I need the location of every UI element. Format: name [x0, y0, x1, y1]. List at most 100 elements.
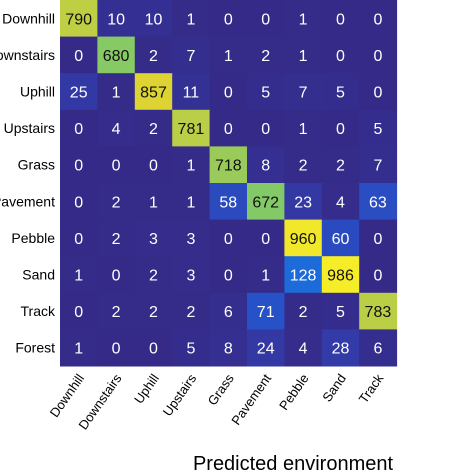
- cell-6-3: [172, 219, 211, 257]
- cell-6-5: [247, 219, 285, 257]
- cell-value-1-3: 7: [186, 48, 195, 65]
- cell-value-6-4: 0: [224, 231, 233, 248]
- matrix-cells: 790 10 10 1 0 0 1 0 00 680 2 7 1 2 1 0 025 1 857 11 0 5 7 5 00 4 2…: [60, 0, 398, 367]
- cell-2-7: [321, 73, 360, 111]
- cell-value-7-5: 1: [261, 268, 270, 285]
- cell-value-4-6: 2: [299, 158, 308, 175]
- cell-value-7-6: 128: [290, 268, 317, 285]
- cell-value-1-7: 0: [336, 48, 345, 65]
- cell-value-0-2: 10: [145, 11, 163, 28]
- cell-value-7-1: 0: [112, 268, 121, 285]
- row-labels: Downhill Downstairs Uphill Upstairs Grass Pav…: [0, 10, 56, 355]
- cell-4-1: [97, 146, 136, 184]
- cell-3-2: [134, 109, 173, 147]
- cell-value-5-6: 23: [294, 194, 312, 211]
- row-label-3: Upstairs: [4, 120, 55, 136]
- cell-value-3-5: 0: [261, 121, 270, 138]
- cell-1-5: [247, 36, 285, 74]
- column-label-4: Grass: [205, 371, 237, 408]
- cell-value-7-8: 0: [373, 268, 382, 285]
- cell-value-4-3: 1: [186, 158, 195, 175]
- cell-7-8: [359, 256, 398, 294]
- cell-0-2: [134, 0, 173, 38]
- cell-value-3-3: 781: [178, 121, 205, 138]
- cell-3-8: [359, 109, 398, 147]
- cell-value-9-5: 24: [257, 341, 275, 358]
- cell-4-0: [60, 146, 98, 184]
- cell-value-8-2: 2: [149, 304, 158, 321]
- cell-value-6-6: 960: [290, 231, 317, 248]
- cell-value-8-7: 5: [336, 304, 345, 321]
- cell-value-5-4: 58: [219, 194, 237, 211]
- cell-9-2: [134, 329, 173, 367]
- cell-value-9-6: 4: [299, 341, 308, 358]
- cell-value-5-2: 1: [149, 194, 158, 211]
- cell-value-3-8: 5: [373, 121, 382, 138]
- column-label-6: Pebble: [276, 371, 312, 413]
- cell-3-1: [97, 109, 136, 147]
- cell-value-1-0: 0: [74, 48, 83, 65]
- cell-value-7-2: 2: [149, 268, 158, 285]
- cell-5-1: [97, 183, 136, 221]
- cell-7-7: [321, 256, 360, 294]
- cell-value-2-6: 7: [299, 85, 308, 102]
- cell-value-7-3: 3: [186, 268, 195, 285]
- cell-0-4: [209, 0, 248, 38]
- row-label-1: Downstairs: [0, 47, 55, 63]
- cell-1-7: [321, 36, 360, 74]
- cell-9-3: [172, 329, 211, 367]
- cell-value-3-6: 1: [299, 121, 308, 138]
- cell-value-3-7: 0: [336, 121, 345, 138]
- cell-1-2: [134, 36, 173, 74]
- cell-5-6: [284, 183, 323, 221]
- cell-value-6-2: 3: [149, 231, 158, 248]
- cell-value-1-4: 1: [224, 48, 233, 65]
- cell-0-1: [97, 0, 136, 38]
- cell-value-6-8: 0: [373, 231, 382, 248]
- cell-value-3-1: 4: [112, 121, 121, 138]
- cell-value-8-6: 2: [299, 304, 308, 321]
- cell-1-1: [97, 36, 136, 74]
- cell-0-8: [359, 0, 398, 38]
- cell-value-2-4: 0: [224, 85, 233, 102]
- cell-value-6-5: 0: [261, 231, 270, 248]
- cell-value-0-1: 10: [107, 11, 125, 28]
- x-axis-label: Predicted environment: [193, 453, 394, 474]
- cell-value-1-1: 680: [103, 48, 130, 65]
- cell-1-6: [284, 36, 323, 74]
- cell-6-8: [359, 219, 398, 257]
- cell-5-8: [359, 183, 398, 221]
- cell-value-9-1: 0: [112, 341, 121, 358]
- cell-value-4-8: 7: [373, 158, 382, 175]
- cell-value-2-1: 1: [112, 85, 121, 102]
- cell-value-9-0: 1: [74, 341, 83, 358]
- cell-value-2-7: 5: [336, 85, 345, 102]
- cell-2-1: [97, 73, 136, 111]
- cell-8-4: [209, 292, 248, 330]
- cell-value-2-5: 5: [261, 85, 270, 102]
- cell-value-4-7: 2: [336, 158, 345, 175]
- cell-7-4: [209, 256, 248, 294]
- cell-value-0-4: 0: [224, 11, 233, 28]
- cell-1-8: [359, 36, 398, 74]
- cell-value-2-3: 11: [183, 85, 200, 102]
- cell-3-4: [209, 109, 248, 147]
- cell-value-8-8: 783: [365, 304, 392, 321]
- cell-9-6: [284, 329, 323, 367]
- cell-9-4: [209, 329, 248, 367]
- cell-value-7-0: 1: [74, 268, 83, 285]
- cell-8-5: [247, 292, 285, 330]
- cell-0-3: [172, 0, 211, 38]
- cell-value-4-0: 0: [74, 158, 83, 175]
- cell-value-8-5: 71: [257, 304, 275, 321]
- cell-value-3-0: 0: [74, 121, 83, 138]
- cell-value-4-2: 0: [149, 158, 158, 175]
- cell-value-4-4: 718: [215, 158, 242, 175]
- cell-2-5: [247, 73, 285, 111]
- row-label-0: Downhill: [2, 10, 55, 26]
- cell-value-1-8: 0: [373, 48, 382, 65]
- cell-6-6: [284, 219, 323, 257]
- cell-value-8-0: 0: [74, 304, 83, 321]
- cell-0-7: [321, 0, 360, 38]
- cell-2-3: [172, 73, 211, 111]
